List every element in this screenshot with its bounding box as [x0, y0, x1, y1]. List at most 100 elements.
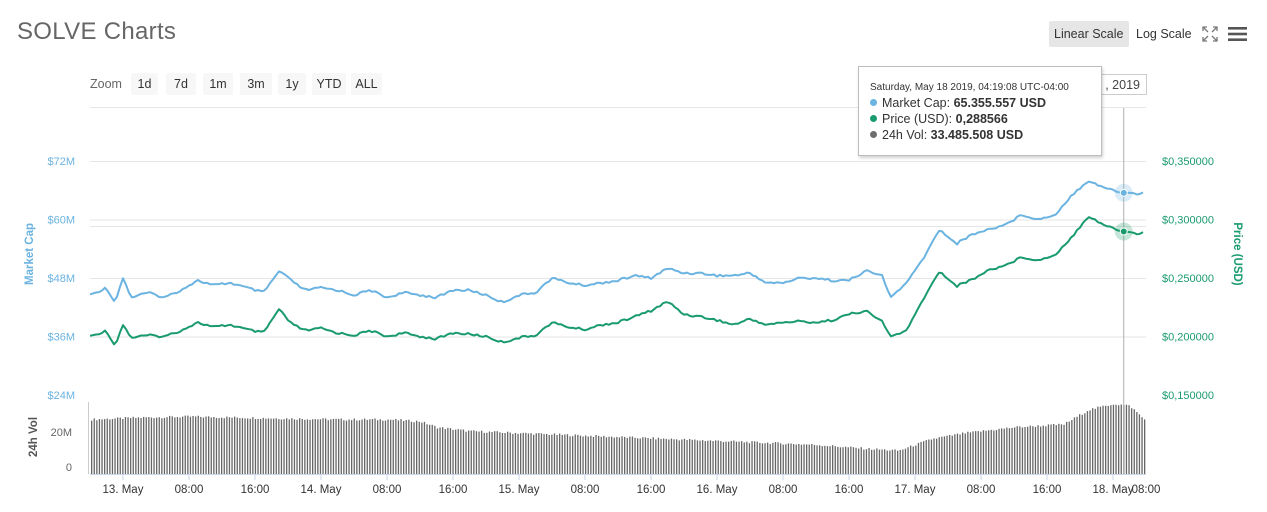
volume-bar [595, 435, 597, 474]
volume-bar [543, 434, 545, 474]
x-axis-tick-label: 13. May [103, 484, 144, 496]
volume-bar [941, 436, 943, 474]
volume-bar [163, 417, 166, 474]
zoom-7d-button[interactable]: 7d [166, 73, 196, 95]
zoom-ytd-button[interactable]: YTD [312, 73, 346, 95]
volume-bar [93, 418, 95, 474]
log-scale-button[interactable]: Log Scale [1136, 27, 1192, 41]
volume-bar [384, 420, 387, 474]
volume-bar [314, 419, 316, 474]
volume-bar [525, 432, 527, 474]
volume-bar [507, 431, 509, 474]
volume-bar [665, 438, 667, 474]
expand-icon[interactable] [1202, 26, 1218, 42]
volume-bar [522, 432, 524, 474]
volume-bar [725, 441, 727, 474]
x-axis-tick-label: 15. May [499, 484, 540, 496]
volume-bar [587, 436, 589, 474]
volume-bar [839, 447, 842, 474]
volume-bar [977, 431, 979, 474]
linear-scale-button[interactable]: Linear Scale [1049, 21, 1129, 47]
volume-bar [431, 424, 433, 474]
x-axis-tick-label: 17. May [895, 484, 936, 496]
volume-bar [759, 442, 761, 474]
volume-bar [213, 417, 215, 474]
volume-bar [369, 419, 371, 474]
zoom-all-button[interactable]: ALL [351, 73, 382, 95]
tooltip-value: 0,288566 [955, 112, 1008, 126]
volume-bar [535, 433, 537, 474]
volume-bar [785, 444, 787, 474]
volume-bar [585, 435, 587, 474]
volume-bar [572, 436, 574, 474]
volume-bar [345, 420, 348, 474]
left-axis-tick: $24M [47, 390, 75, 402]
volume-bar [538, 433, 540, 474]
volume-bar [210, 417, 212, 474]
zoom-3m-button[interactable]: 3m [240, 73, 272, 95]
volume-bar [764, 443, 766, 474]
volume-bar [91, 420, 93, 474]
volume-bar [686, 440, 688, 474]
x-axis-tick-label: 16:00 [439, 484, 468, 496]
volume-bar [218, 418, 220, 474]
volume-bar [1032, 426, 1034, 474]
volume-bar [569, 436, 571, 474]
volume-bar [416, 420, 418, 474]
volume-bar [891, 449, 894, 474]
volume-bar [1014, 427, 1016, 474]
volume-bar [1071, 420, 1073, 474]
left-axis-title: Market Cap [24, 223, 36, 285]
volume-bar [335, 418, 337, 474]
volume-bar [488, 431, 491, 474]
volume-bar [920, 441, 922, 474]
tooltip: Saturday, May 18 2019, 04:19:08 UTC-04:0… [858, 66, 1102, 156]
volume-bar [98, 419, 101, 474]
volume-bar [553, 433, 556, 474]
volume-bar [681, 439, 683, 474]
volume-bar [907, 447, 909, 474]
volume-bar [470, 430, 472, 474]
volume-bar [223, 418, 225, 474]
hamburger-menu-icon[interactable] [1228, 26, 1247, 42]
volume-bar [845, 446, 847, 474]
zoom-1y-button[interactable]: 1y [278, 73, 306, 95]
volume-bar [1102, 405, 1104, 474]
volume-bar [834, 446, 836, 474]
volume-bar [1058, 423, 1060, 474]
volume-bar [1081, 414, 1083, 474]
volume-bar [262, 417, 264, 474]
tooltip-dot-price [870, 115, 877, 122]
volume-bar [556, 435, 558, 474]
volume-bar [878, 449, 881, 474]
tooltip-row-volume: 24h Vol: 33.485.508 USD [870, 128, 1023, 142]
volume-bar [972, 431, 974, 474]
volume-bar [496, 431, 498, 474]
volume-bar [655, 439, 657, 474]
zoom-1m-button[interactable]: 1m [203, 73, 233, 95]
volume-bar [1053, 424, 1055, 474]
volume-bar [1115, 404, 1117, 474]
volume-bar [551, 434, 553, 474]
x-axis-tick-label: 08:00 [175, 484, 204, 496]
x-axis-tick-label: 08:00 [967, 484, 996, 496]
volume-axis-tick: 20M [51, 427, 72, 439]
volume-bar [795, 444, 797, 474]
volume-bar [179, 417, 181, 474]
volume-bar [332, 418, 335, 474]
volume-bar [902, 449, 904, 474]
zoom-1d-button[interactable]: 1d [131, 73, 158, 95]
volume-bar [855, 447, 857, 474]
market-cap-hover-point [1119, 188, 1128, 197]
volume-bar [143, 416, 145, 474]
volume-bar [1089, 410, 1091, 474]
volume-bar [852, 447, 855, 474]
volume-bar [603, 435, 605, 474]
volume-bar [148, 417, 150, 474]
volume-bar [564, 434, 566, 474]
volume-bar [574, 434, 576, 474]
volume-bar [637, 438, 639, 474]
volume-bar [192, 416, 194, 474]
volume-bar [465, 431, 467, 474]
